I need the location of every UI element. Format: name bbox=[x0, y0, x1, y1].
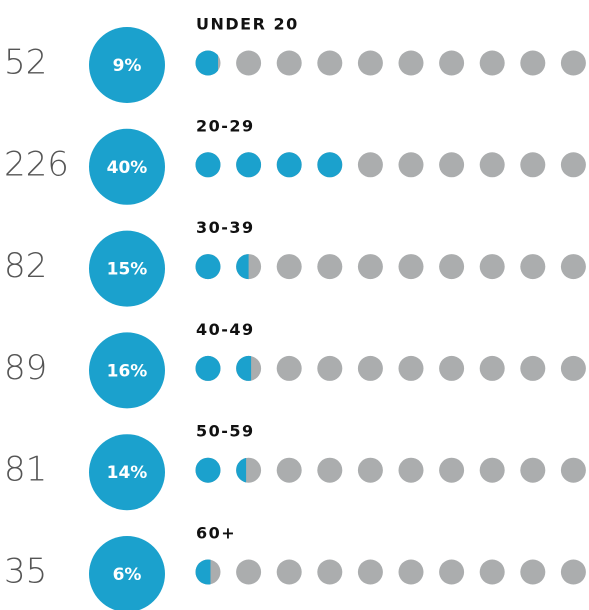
percent-label: 6% bbox=[113, 565, 142, 585]
dot bbox=[439, 457, 465, 483]
dot bbox=[276, 152, 302, 178]
dot bbox=[479, 457, 505, 483]
dot bbox=[236, 152, 262, 178]
dot bbox=[195, 254, 221, 280]
dot bbox=[439, 50, 465, 76]
dot bbox=[276, 457, 302, 483]
category-label: 60+ bbox=[196, 524, 236, 543]
percent-circle bbox=[89, 27, 165, 103]
dot bbox=[317, 254, 343, 280]
dot bbox=[357, 50, 383, 76]
dot bbox=[357, 559, 383, 585]
dot bbox=[479, 152, 505, 178]
dot bbox=[560, 559, 586, 585]
dot bbox=[357, 355, 383, 381]
dot bbox=[398, 457, 424, 483]
dot bbox=[439, 254, 465, 280]
dot bbox=[479, 254, 505, 280]
dot bbox=[317, 50, 343, 76]
dot bbox=[398, 254, 424, 280]
dot bbox=[236, 355, 262, 381]
dot bbox=[560, 50, 586, 76]
dot bbox=[317, 355, 343, 381]
count: 81 bbox=[4, 450, 47, 490]
dot bbox=[357, 152, 383, 178]
dot bbox=[195, 355, 221, 381]
count: 89 bbox=[4, 348, 47, 388]
dot bbox=[317, 559, 343, 585]
dot bbox=[398, 559, 424, 585]
category-label: 30-39 bbox=[196, 218, 255, 237]
dot bbox=[236, 559, 262, 585]
dot bbox=[195, 457, 221, 483]
dot bbox=[357, 254, 383, 280]
dot bbox=[439, 559, 465, 585]
dot bbox=[520, 457, 546, 483]
dot bbox=[276, 50, 302, 76]
percent-circle bbox=[89, 128, 165, 205]
dot bbox=[195, 152, 221, 178]
count: 52 bbox=[4, 43, 47, 83]
dot bbox=[520, 559, 546, 585]
dot bbox=[560, 254, 586, 280]
count: 82 bbox=[4, 246, 47, 286]
dot bbox=[398, 355, 424, 381]
dot bbox=[398, 50, 424, 76]
dot bbox=[520, 152, 546, 178]
percent-circle bbox=[89, 230, 165, 307]
dot bbox=[520, 254, 546, 280]
dot bbox=[479, 559, 505, 585]
count: 226 bbox=[4, 144, 69, 184]
dot bbox=[236, 254, 262, 280]
dot bbox=[236, 50, 262, 76]
dot bbox=[276, 355, 302, 381]
dot bbox=[439, 355, 465, 381]
dot bbox=[398, 152, 424, 178]
percent-circle bbox=[89, 536, 165, 610]
dot bbox=[276, 254, 302, 280]
dot bbox=[195, 50, 221, 76]
dot bbox=[195, 559, 221, 585]
percent-label: 9% bbox=[113, 56, 142, 76]
percent-label: 16% bbox=[107, 361, 148, 381]
count: 35 bbox=[4, 552, 47, 592]
dot bbox=[317, 152, 343, 178]
percent-circle bbox=[89, 332, 165, 409]
category-label: 20-29 bbox=[196, 116, 255, 135]
dot bbox=[520, 50, 546, 76]
category-label: UNDER 20 bbox=[196, 15, 299, 34]
percent-label: 15% bbox=[107, 260, 148, 280]
dot bbox=[439, 152, 465, 178]
dot bbox=[560, 355, 586, 381]
dot bbox=[560, 152, 586, 178]
dot bbox=[276, 559, 302, 585]
dot bbox=[357, 457, 383, 483]
dot bbox=[520, 355, 546, 381]
percent-label: 40% bbox=[107, 158, 148, 178]
dot bbox=[479, 50, 505, 76]
category-label: 40-49 bbox=[196, 320, 255, 339]
percent-circle bbox=[89, 434, 165, 511]
dot bbox=[479, 355, 505, 381]
percent-label: 14% bbox=[107, 463, 148, 483]
dot bbox=[317, 457, 343, 483]
dot bbox=[560, 457, 586, 483]
category-label: 50-59 bbox=[196, 422, 255, 441]
dot bbox=[236, 457, 262, 483]
